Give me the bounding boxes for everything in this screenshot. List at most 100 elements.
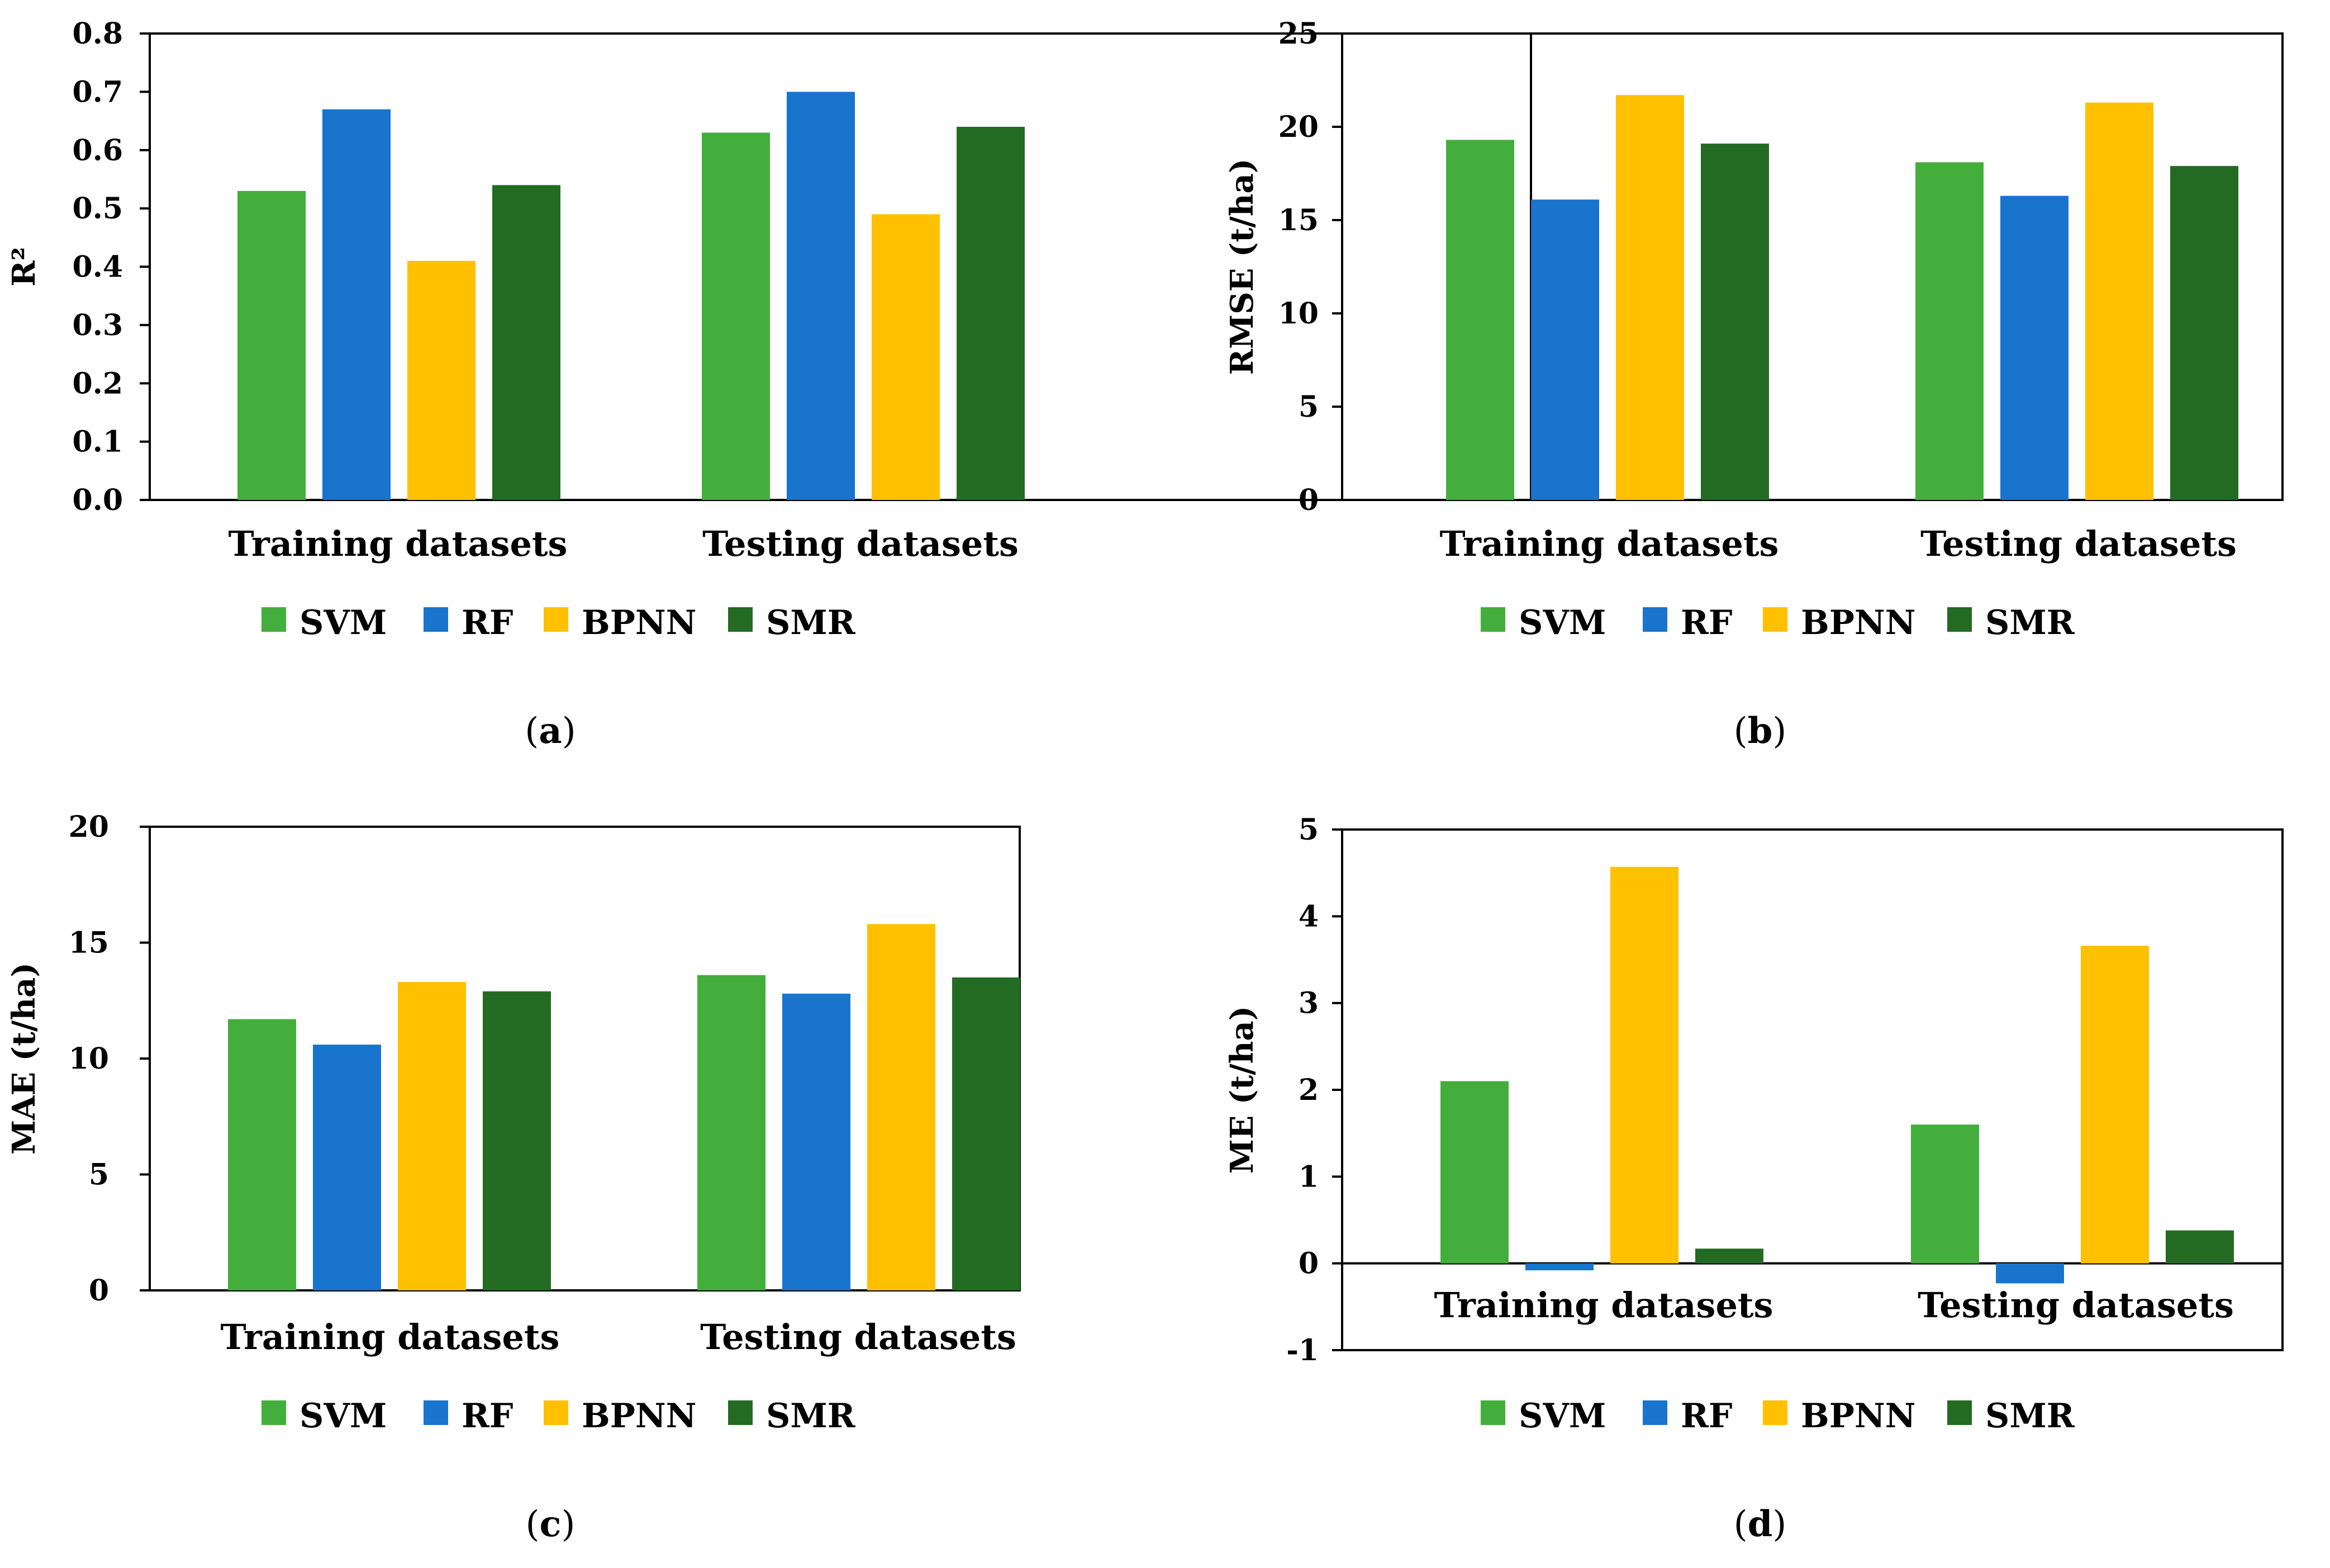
- legend-swatch-rf: [424, 607, 448, 632]
- legend-swatch-svm: [261, 1400, 286, 1425]
- y-tick-label: 4: [1299, 899, 1319, 933]
- panel-label: (a): [525, 710, 576, 752]
- panel-letter: c: [540, 1503, 562, 1545]
- y-tick-label: 10: [1278, 297, 1319, 331]
- y-tick-label: 5: [1299, 390, 1319, 424]
- bar-svm-training: [1440, 1081, 1509, 1264]
- legend: SVM RF BPNN SMR: [261, 603, 856, 642]
- bar-rf-training: [1531, 199, 1599, 500]
- y-tick-label: 1: [1299, 1160, 1319, 1194]
- x-category-label: Training datasets: [221, 1317, 560, 1357]
- y-tick-label: 0.2: [73, 366, 123, 401]
- panel-letter: b: [1748, 710, 1773, 752]
- panel-letter: d: [1748, 1503, 1773, 1545]
- bar-rf-testing: [782, 993, 850, 1290]
- bar-bpnn-training: [1616, 95, 1684, 501]
- panel-label: (d): [1734, 1503, 1787, 1545]
- y-tick-label: 0: [1299, 483, 1319, 517]
- y-tick-label: 0.7: [73, 75, 123, 109]
- chart-panel-c: 0 5 10 15 20 MAE (t/ha) Training datasets Testi…: [6, 810, 1021, 1545]
- y-tick-label: 10: [69, 1042, 109, 1076]
- x-category-label: Training datasets: [229, 523, 568, 564]
- legend-swatch-rf: [1643, 607, 1667, 632]
- y-tick-label: 0: [1299, 1247, 1319, 1281]
- bar-rf-testing: [1996, 1263, 2064, 1284]
- y-tick-label: 0.3: [73, 308, 123, 342]
- y-tick-label: 0.0: [73, 483, 123, 517]
- legend-swatch-smr: [1947, 607, 1972, 632]
- x-category-label: Training datasets: [1434, 1285, 1773, 1326]
- legend-swatch-svm: [1481, 607, 1505, 632]
- legend: SVM RF BPNN SMR: [1481, 1397, 2075, 1436]
- y-tick-label: 0.1: [73, 425, 123, 459]
- legend-swatch-rf: [424, 1400, 448, 1425]
- bar-smr-training: [1695, 1248, 1763, 1264]
- bar-rf-training: [313, 1045, 381, 1290]
- bar-bpnn-testing: [867, 924, 935, 1290]
- y-tick-label: 0.6: [73, 134, 123, 168]
- panel-letter: a: [539, 710, 562, 752]
- plot-area-frame: [1341, 32, 2284, 501]
- legend-label-rf: RF: [462, 1397, 513, 1436]
- y-tick-label: 15: [1278, 203, 1319, 237]
- legend-label-bpnn: BPNN: [1801, 603, 1916, 642]
- bar-bpnn-testing: [2085, 102, 2153, 500]
- legend-swatch-bpnn: [544, 1400, 568, 1425]
- x-category-label: Testing datasets: [702, 523, 1019, 564]
- legend-label-bpnn: BPNN: [1801, 1397, 1916, 1436]
- legend-label-rf: RF: [462, 603, 513, 642]
- chart-panel-a: 0.0 0.1 0.2 0.3 0.4 0.5 0.6 0.7 0.8 R² Training da…: [6, 17, 1532, 752]
- bar-smr-training: [492, 185, 560, 500]
- bar-svm-testing: [1915, 162, 1984, 501]
- legend-label-svm: SVM: [1519, 1397, 1606, 1436]
- bar-bpnn-training: [407, 261, 475, 500]
- bar-bpnn-testing: [2081, 946, 2149, 1264]
- panel-label: (c): [526, 1503, 576, 1545]
- y-tick-label: -1: [1286, 1333, 1319, 1367]
- y-tick-label: 20: [69, 810, 109, 844]
- bar-rf-testing: [787, 92, 855, 500]
- x-category-label: Training datasets: [1440, 523, 1779, 564]
- legend-label-smr: SMR: [1985, 1397, 2075, 1436]
- bar-rf-training: [322, 109, 391, 500]
- y-axis-label: R²: [6, 247, 42, 287]
- legend-swatch-rf: [1643, 1400, 1667, 1425]
- legend-swatch-smr: [728, 607, 753, 632]
- bar-svm-training: [1446, 140, 1514, 500]
- legend-swatch-svm: [261, 607, 286, 632]
- bar-svm-testing: [702, 132, 770, 500]
- bar-smr-training: [483, 991, 551, 1290]
- legend-label-smr: SMR: [1985, 603, 2075, 642]
- legend-label-smr: SMR: [766, 603, 856, 642]
- bar-rf-training: [1525, 1263, 1594, 1271]
- y-tick-label: 5: [1299, 813, 1319, 847]
- x-category-label: Testing datasets: [1920, 523, 2237, 564]
- legend: SVM RF BPNN SMR: [261, 1397, 856, 1436]
- y-tick-label: 20: [1278, 110, 1319, 144]
- chart-panel-d: -1 0 1 2 3 4 5 ME (t/ha) Training datasets Testin…: [1224, 813, 2284, 1545]
- bar-smr-testing: [2166, 1230, 2234, 1264]
- bar-svm-testing: [697, 975, 765, 1290]
- legend-label-smr: SMR: [766, 1397, 856, 1436]
- bar-bpnn-training: [1610, 866, 1678, 1264]
- bar-bpnn-testing: [872, 214, 940, 500]
- bar-rf-testing: [2000, 196, 2069, 501]
- bar-smr-testing: [952, 977, 1020, 1290]
- y-tick-label: 15: [69, 926, 109, 960]
- y-axis-label: MAE (t/ha): [6, 962, 42, 1155]
- panel-label: (b): [1734, 710, 1787, 752]
- bar-bpnn-training: [398, 982, 466, 1290]
- bar-svm-training: [228, 1019, 296, 1290]
- y-tick-label: 3: [1299, 986, 1319, 1021]
- y-tick-label: 0: [89, 1274, 109, 1308]
- x-category-label: Testing datasets: [700, 1317, 1016, 1357]
- y-tick-label: 2: [1299, 1073, 1319, 1107]
- legend-label-svm: SVM: [1519, 603, 1606, 642]
- bar-smr-testing: [957, 127, 1025, 500]
- y-tick-label: 0.8: [73, 17, 123, 51]
- legend-swatch-bpnn: [544, 607, 568, 632]
- legend-label-bpnn: BPNN: [582, 1397, 697, 1436]
- bar-svm-testing: [1911, 1124, 1979, 1264]
- bar-smr-testing: [2170, 166, 2238, 500]
